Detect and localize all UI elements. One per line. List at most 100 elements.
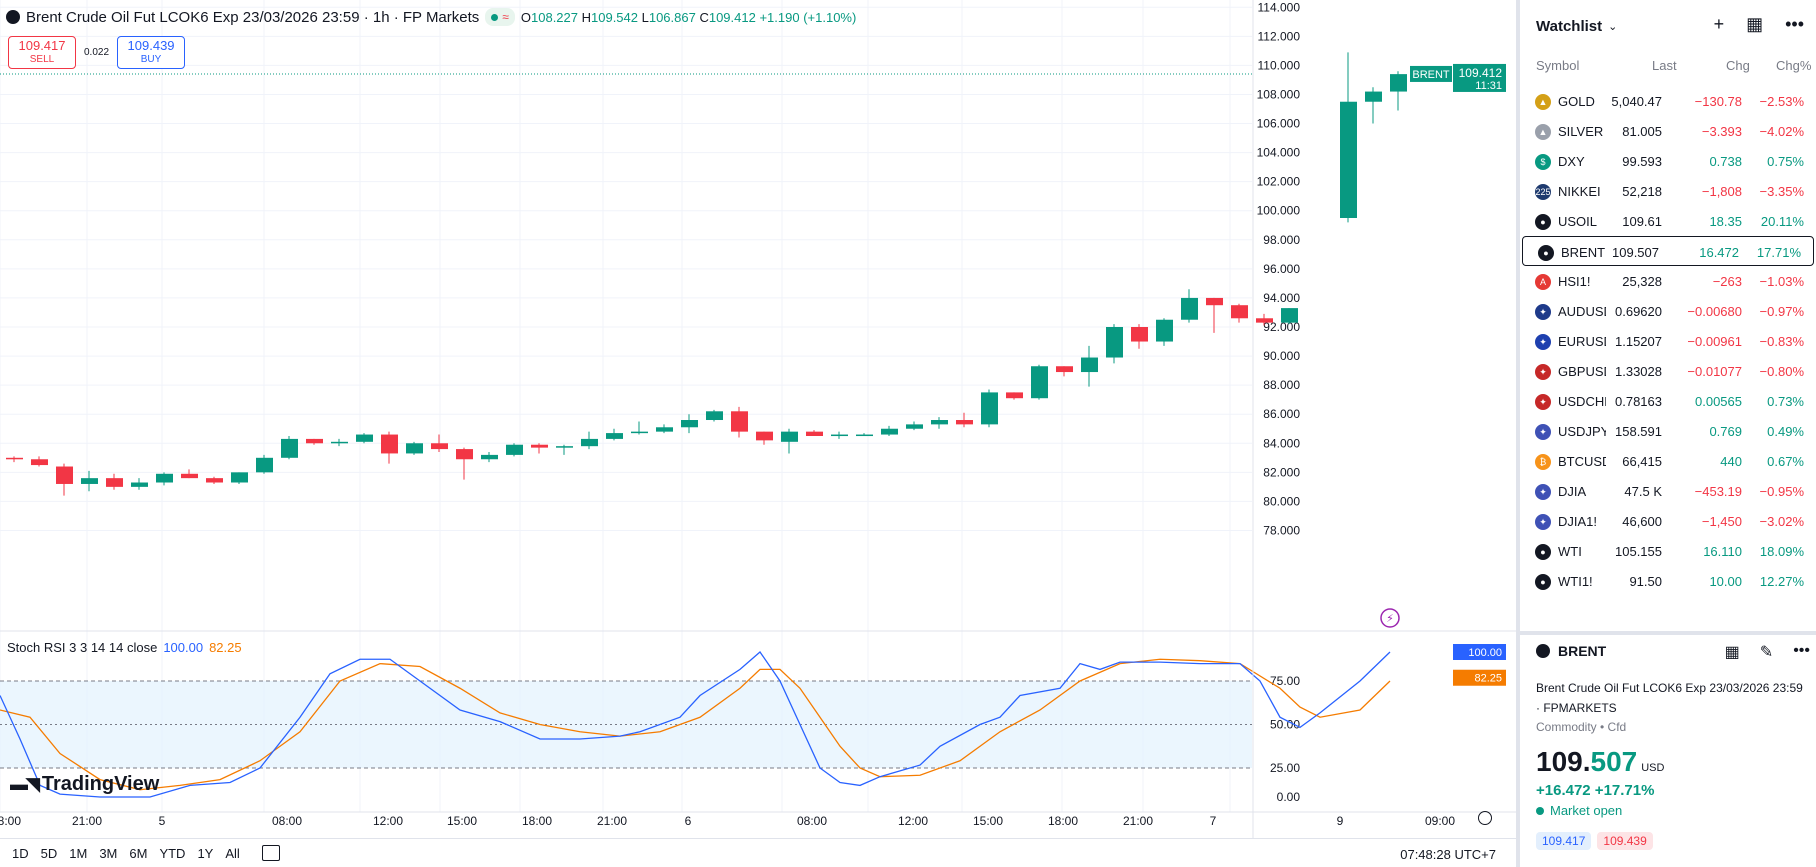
watchlist-last: 1.15207	[1615, 334, 1662, 349]
add-symbol-icon[interactable]: +	[1713, 14, 1725, 34]
candle-body	[31, 459, 48, 466]
watchlist-chg-pct: 12.27%	[1759, 574, 1804, 589]
stoch-k-label: 100.00	[1468, 647, 1502, 659]
status-dot-icon	[1536, 806, 1544, 815]
range-1d[interactable]: 1D	[12, 845, 29, 861]
watchlist-row[interactable]: ₿ BTCUSD 66,415 440 0.67%	[1520, 446, 1816, 476]
candle-body	[206, 478, 223, 483]
watchlist-chg-pct: −0.97%	[1759, 304, 1804, 319]
watchlist-row[interactable]: ✦ DJIA1! 46,600 −1,450 −3.02%	[1520, 506, 1816, 536]
panel-divider[interactable]	[1516, 0, 1520, 867]
clock[interactable]: 07:48:28 UTC+7	[1400, 847, 1496, 862]
watchlist-row[interactable]: ▲ GOLD 5,040.47 −130.78 −2.53%	[1520, 86, 1816, 116]
price-axis-label: 104.000	[1257, 146, 1301, 160]
layout-icon[interactable]: ▦	[1724, 644, 1740, 661]
hsi-icon: A	[1535, 274, 1551, 290]
time-axis-label: 15:00	[447, 814, 477, 828]
last-price-label: 109.412	[1459, 66, 1503, 80]
stoch-axis-label: 75.00	[1270, 674, 1300, 688]
watchlist-row[interactable]: ✦ USDJPY 158.591 0.769 0.49%	[1520, 416, 1816, 446]
watchlist-row[interactable]: A HSI1! 25,328 −263 −1.03%	[1520, 266, 1816, 296]
oil-drop-icon: ●	[1535, 544, 1551, 560]
range-1m[interactable]: 1M	[69, 845, 88, 861]
watchlist-row[interactable]: ✦ DJIA 47.5 K −453.19 −0.95%	[1520, 476, 1816, 506]
range-5d[interactable]: 5D	[40, 845, 58, 861]
price-axis-label: 100.000	[1257, 204, 1301, 218]
chart-canvas[interactable]: 114.000 112.000 110.000 108.000 106.000 104.0…	[0, 0, 1516, 867]
edit-icon[interactable]: ✎	[1759, 644, 1774, 661]
tradingview-logo[interactable]: ▬◥ TradingView	[10, 773, 160, 795]
oil-drop-icon: ●	[1535, 214, 1551, 230]
ask-badge[interactable]: 109.439	[1597, 832, 1653, 850]
col-chg-pct[interactable]: Chg%	[1776, 58, 1812, 73]
col-last[interactable]: Last	[1652, 58, 1677, 73]
watchlist-row[interactable]: $ DXY 99.593 0.738 0.75%	[1520, 146, 1816, 176]
candle-body	[1206, 297, 1223, 306]
candle-body	[1106, 327, 1123, 358]
range-6m[interactable]: 6M	[129, 845, 148, 861]
range-1y[interactable]: 1Y	[197, 845, 214, 861]
watchlist-row[interactable]: ● WTI1! 91.50 10.00 12.27%	[1520, 566, 1816, 596]
watchlist-symbol: USOIL	[1558, 214, 1598, 229]
range-ytd[interactable]: YTD	[159, 845, 186, 861]
silver-icon: ▲	[1535, 124, 1551, 140]
more-icon[interactable]: •••	[1785, 14, 1804, 34]
candle-body	[356, 434, 373, 442]
watchlist-last: 25,328	[1622, 274, 1662, 289]
watchlist-row[interactable]: ● USOIL 109.61 18.35 20.11%	[1520, 206, 1816, 236]
watchlist-title[interactable]: Watchlist	[1536, 17, 1603, 35]
col-symbol[interactable]: Symbol	[1536, 58, 1580, 73]
watchlist-chg-pct: 0.73%	[1767, 394, 1804, 409]
candle-body	[181, 473, 198, 479]
buy-button[interactable]: 109.439 BUY	[117, 36, 186, 69]
candle-body	[506, 444, 523, 455]
calendar-icon[interactable]	[261, 845, 280, 861]
range-3m[interactable]: 3M	[99, 845, 118, 861]
watchlist-chg: 16.472	[1699, 245, 1739, 260]
watchlist-last: 0.69620	[1615, 304, 1662, 319]
watchlist-header: Watchlist ⌄	[1520, 0, 1816, 52]
watchlist-last: 66,415	[1622, 454, 1662, 469]
price-axis-label: 78.000	[1263, 523, 1300, 537]
candle-body	[256, 457, 273, 473]
settings-icon[interactable]	[1478, 811, 1492, 825]
candle-body	[956, 420, 973, 425]
more-icon[interactable]: •••	[1793, 642, 1810, 659]
price-axis-label: 94.000	[1263, 291, 1300, 305]
col-chg[interactable]: Chg	[1726, 58, 1750, 73]
candle-body	[531, 444, 548, 448]
watchlist-row[interactable]: ✦ AUDUSD 0.69620 −0.00680 −0.97%	[1520, 296, 1816, 326]
candle-body	[1031, 366, 1048, 399]
stoch-d-line	[0, 658, 1391, 791]
detail-symbol[interactable]: BRENT	[1558, 643, 1607, 659]
chevron-down-icon[interactable]: ⌄	[1608, 20, 1618, 33]
watchlist-row[interactable]: ✦ USDCHF 0.78163 0.00565 0.73%	[1520, 386, 1816, 416]
price-axis-label: 114.000	[1258, 0, 1301, 14]
stoch-rsi-legend[interactable]: Stoch RSI 3 3 14 14 close 100.00 82.25	[7, 640, 242, 655]
right-panel: Watchlist ⌄ + ▦ ••• Symbol Last Chg Chg%…	[1520, 0, 1816, 867]
price-axis-label: 92.000	[1263, 320, 1300, 334]
watchlist-row[interactable]: ✦ GBPUSD 1.33028 −0.01077 −0.80%	[1520, 356, 1816, 386]
watchlist-row[interactable]: ● WTI 105.155 16.110 18.09%	[1520, 536, 1816, 566]
watchlist-row[interactable]: ✦ EURUSD 1.15207 −0.00961 −0.83%	[1520, 326, 1816, 356]
table-view-icon[interactable]: ▦	[1746, 14, 1764, 34]
watchlist-row[interactable]: 225 NIKKEI 52,218 −1,808 −3.35%	[1520, 176, 1816, 206]
watchlist-chg: −453.19	[1694, 484, 1742, 499]
detail-divider[interactable]	[1520, 631, 1816, 635]
watchlist-chg: −0.00961	[1687, 334, 1742, 349]
stoch-k-badge	[1453, 644, 1506, 660]
sell-button[interactable]: 109.417 SELL	[8, 36, 76, 69]
watchlist-row[interactable]: ▲ SILVER 81.005 −3.393 −4.02%	[1520, 116, 1816, 146]
watchlist-row[interactable]: ● BRENT 109.507 16.472 17.71%	[1522, 236, 1814, 266]
range-all[interactable]: All	[225, 845, 240, 861]
watchlist-chg: 0.00565	[1695, 394, 1742, 409]
stoch-d-badge	[1453, 669, 1506, 686]
gb-flag-icon: ✦	[1535, 364, 1551, 380]
bottom-toolbar: 1D 5D 1M 3M 6M YTD 1Y All 07:48:28 UTC+7	[0, 838, 1516, 867]
watchlist-chg-pct: −0.80%	[1759, 364, 1804, 379]
market-status-pill[interactable]: ≈	[485, 8, 515, 26]
bid-badge[interactable]: 109.417	[1536, 832, 1592, 850]
chart-pane[interactable]: 114.000 112.000 110.000 108.000 106.000 104.0…	[0, 0, 1516, 867]
watchlist-symbol: AUDUSD	[1558, 304, 1606, 319]
watchlist-chg-pct: 20.11%	[1760, 214, 1804, 229]
